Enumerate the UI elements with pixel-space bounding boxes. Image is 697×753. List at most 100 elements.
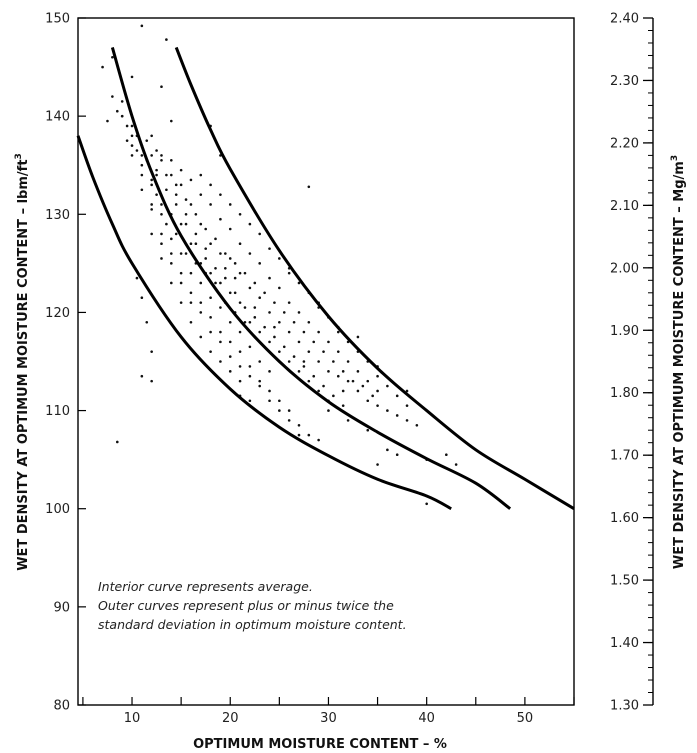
data-point: [297, 311, 301, 314]
data-point: [130, 144, 134, 147]
data-point: [179, 183, 183, 187]
data-point: [238, 330, 242, 334]
data-point: [278, 409, 281, 412]
data-point: [214, 281, 217, 285]
data-point: [101, 65, 104, 69]
data-point: [238, 242, 242, 246]
data-point: [268, 370, 271, 373]
y2-tick-label: 2.30: [610, 74, 639, 89]
y2-tick-label: 2.10: [610, 199, 639, 214]
data-point: [160, 212, 163, 216]
data-point: [199, 335, 203, 339]
data-point: [307, 320, 311, 324]
x-tick-label: 10: [124, 711, 141, 726]
data-point: [174, 193, 178, 196]
data-point: [160, 159, 163, 162]
data-point: [228, 203, 232, 206]
data-point: [243, 271, 247, 275]
data-point: [278, 286, 281, 290]
data-point: [111, 55, 114, 59]
x-tick-label: 20: [222, 711, 239, 726]
data-point: [243, 306, 247, 309]
y2-tick-label: 1.40: [610, 636, 639, 651]
data-point: [140, 188, 144, 192]
data-point: [209, 330, 212, 334]
data-point: [150, 183, 153, 187]
data-point: [322, 350, 325, 353]
data-point: [258, 360, 262, 363]
data-point: [130, 134, 134, 138]
data-point: [297, 281, 301, 285]
data-point: [317, 389, 320, 393]
data-point: [140, 296, 144, 300]
data-point: [150, 232, 153, 236]
data-point: [194, 242, 198, 246]
data-point: [302, 365, 306, 368]
data-point: [209, 296, 212, 300]
data-point: [302, 360, 306, 363]
y-tick-label: 80: [53, 699, 70, 714]
data-point: [292, 355, 296, 358]
data-point: [219, 252, 222, 255]
data-point: [258, 330, 262, 334]
data-point: [258, 379, 262, 383]
x-tick-label: 40: [418, 711, 435, 726]
data-point: [194, 212, 198, 216]
data-point: [405, 404, 409, 407]
y-tick-label: 100: [45, 502, 70, 517]
data-point: [179, 301, 183, 304]
data-point: [224, 276, 227, 280]
data-point: [135, 149, 139, 152]
data-point: [150, 379, 153, 383]
data-point: [238, 379, 242, 383]
data-point: [282, 345, 286, 349]
data-point: [125, 124, 129, 128]
data-point: [140, 173, 144, 177]
data-point: [405, 389, 409, 393]
y2-tick-label: 1.70: [610, 449, 639, 464]
data-point: [297, 423, 301, 427]
data-point: [273, 301, 276, 304]
data-point: [199, 281, 203, 285]
data-point: [317, 330, 320, 334]
data-point: [160, 85, 163, 88]
data-point: [278, 320, 281, 324]
data-point: [297, 340, 301, 344]
data-point: [189, 242, 193, 246]
data-point: [160, 232, 163, 236]
data-point: [371, 394, 374, 398]
data-point: [184, 222, 188, 226]
curves: [76, 46, 575, 511]
data-point: [204, 247, 207, 250]
data-point: [395, 414, 399, 417]
data-point: [248, 320, 252, 324]
data-point: [327, 370, 330, 373]
y-ticks: 80 90 100 110 120 130 140 150: [45, 12, 86, 714]
data-point: [312, 340, 316, 344]
data-point: [253, 306, 257, 309]
data-point: [341, 404, 345, 407]
data-point: [189, 320, 193, 324]
data-point: [130, 75, 134, 79]
data-point: [287, 271, 291, 275]
data-point: [170, 262, 173, 265]
data-point: [341, 389, 345, 393]
data-point: [405, 419, 409, 422]
data-point: [297, 370, 301, 373]
data-point: [135, 276, 139, 280]
data-point: [228, 291, 232, 295]
data-point: [170, 159, 173, 162]
data-point: [130, 124, 134, 128]
y-tick-label: 90: [53, 600, 70, 615]
data-point: [268, 311, 271, 314]
data-point: [233, 262, 237, 265]
data-point: [287, 419, 291, 422]
annotation-line: standard deviation in optimum moisture c…: [98, 617, 407, 632]
data-point: [376, 404, 379, 407]
upper-bound-curve: [174, 46, 575, 511]
data-point: [209, 271, 212, 275]
data-point: [346, 379, 350, 383]
data-point: [189, 271, 193, 275]
plot-frame: [77, 17, 575, 706]
data-point: [248, 345, 252, 349]
